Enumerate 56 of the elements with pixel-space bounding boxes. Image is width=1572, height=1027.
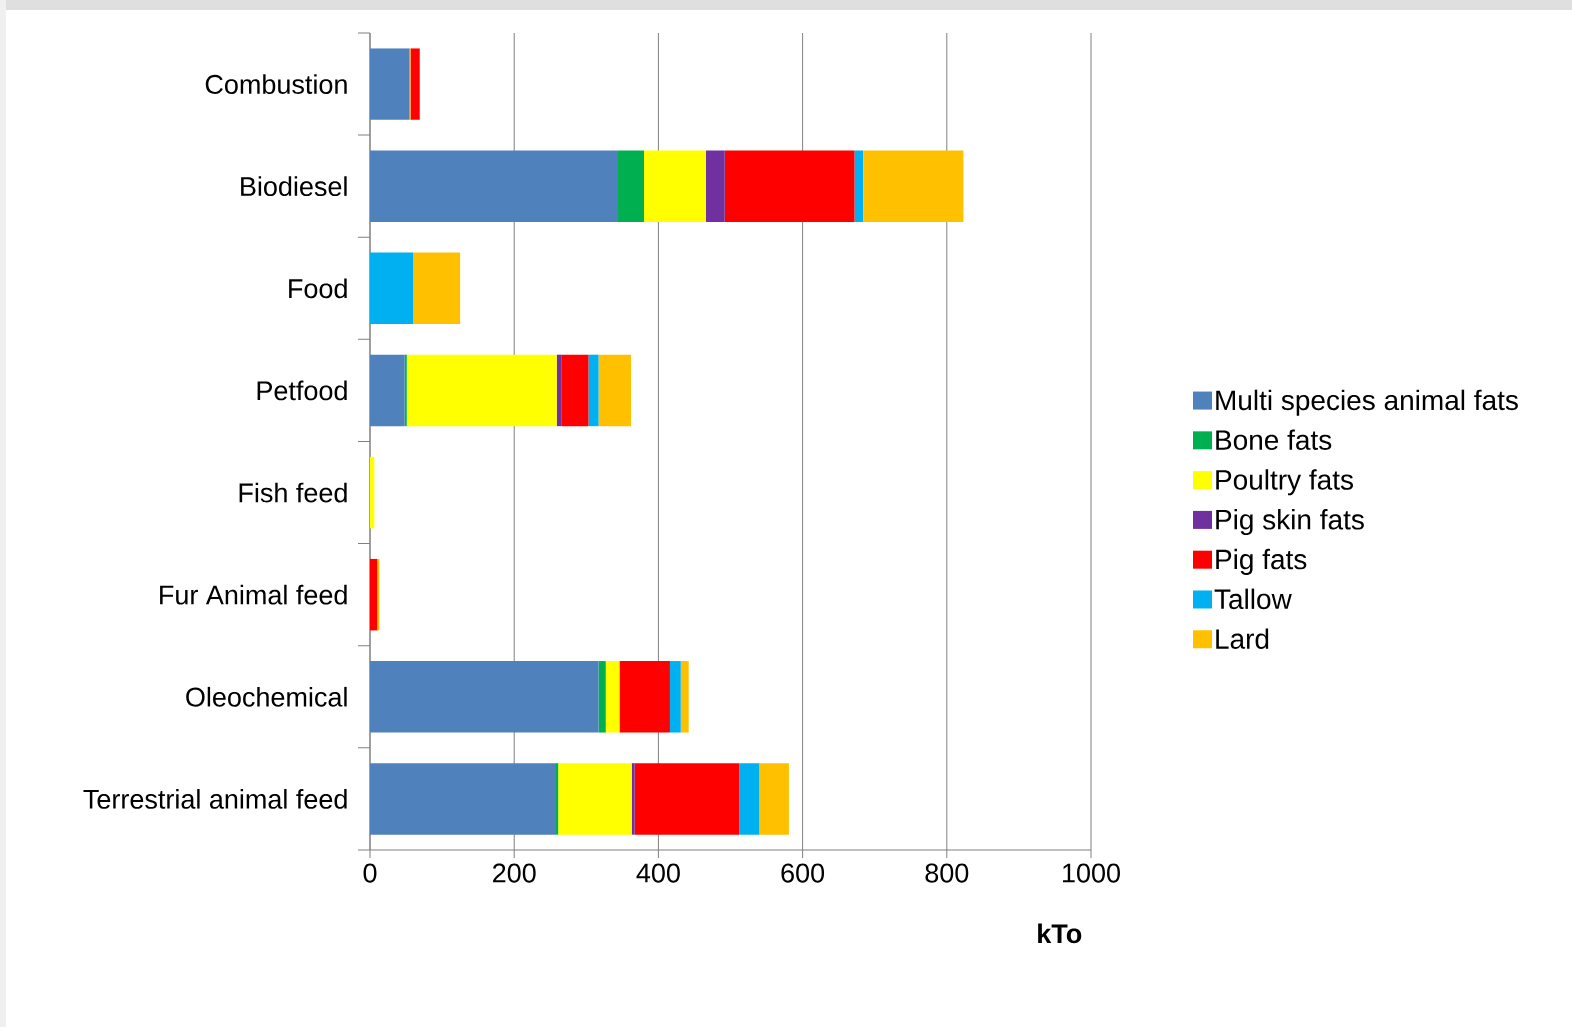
x-tick-label: 1000 — [1063, 863, 1120, 883]
bar — [370, 252, 414, 325]
y-tick-label: Biodiesel — [241, 176, 347, 197]
legend-label: Multi species animal fats — [1216, 389, 1518, 416]
legend-label: Bone fats — [1216, 429, 1332, 450]
bar — [377, 558, 380, 631]
legend-label: Lard — [1216, 628, 1269, 649]
bar — [370, 354, 405, 427]
bar — [605, 661, 620, 733]
bar — [631, 763, 635, 835]
bar — [634, 763, 740, 835]
bar — [370, 763, 557, 835]
bar — [588, 354, 599, 427]
bar — [406, 354, 557, 427]
bar — [619, 661, 670, 733]
bar — [598, 661, 606, 733]
x-tick-label: 200 — [493, 863, 536, 883]
bar — [863, 150, 964, 222]
bar — [370, 661, 599, 733]
legend-label: Pig skin fats — [1216, 509, 1364, 536]
y-tick-label: Fur Animal feed — [160, 584, 347, 605]
bar — [370, 558, 378, 631]
y-tick-label: Fish feed — [239, 482, 347, 503]
bar — [558, 763, 632, 835]
bar — [410, 48, 420, 120]
bar — [618, 150, 644, 222]
bar — [854, 150, 864, 222]
bar — [370, 48, 410, 120]
x-tick-label: 800 — [925, 863, 969, 883]
bar — [669, 661, 681, 733]
y-tick-label: Combustion — [205, 74, 347, 94]
bar — [413, 252, 461, 325]
y-tick-label: Terrestrial animal feed — [83, 789, 347, 809]
x-tick-label: 400 — [636, 863, 680, 883]
bar — [370, 456, 375, 529]
bar — [705, 150, 725, 222]
bar — [561, 354, 589, 427]
bar — [598, 354, 632, 427]
x-axis-title: kTo — [1038, 923, 1082, 944]
y-tick-label: Oleochemical — [186, 686, 347, 707]
legend-label: Poultry fats — [1216, 469, 1353, 496]
bar — [739, 763, 760, 835]
bar — [556, 763, 559, 835]
y-tick-label: Food — [289, 278, 347, 299]
y-tick-label: Petfood — [257, 380, 347, 401]
bar — [643, 150, 706, 222]
x-tick-label: 0 — [363, 863, 377, 883]
bar — [759, 763, 789, 835]
legend-label: Pig fats — [1216, 548, 1307, 575]
legend-label: Tallow — [1214, 588, 1292, 610]
x-tick-label: 600 — [781, 863, 825, 883]
bar — [404, 354, 407, 427]
bar — [680, 661, 689, 733]
bar — [556, 354, 562, 427]
bar — [370, 150, 619, 222]
bar — [724, 150, 855, 222]
